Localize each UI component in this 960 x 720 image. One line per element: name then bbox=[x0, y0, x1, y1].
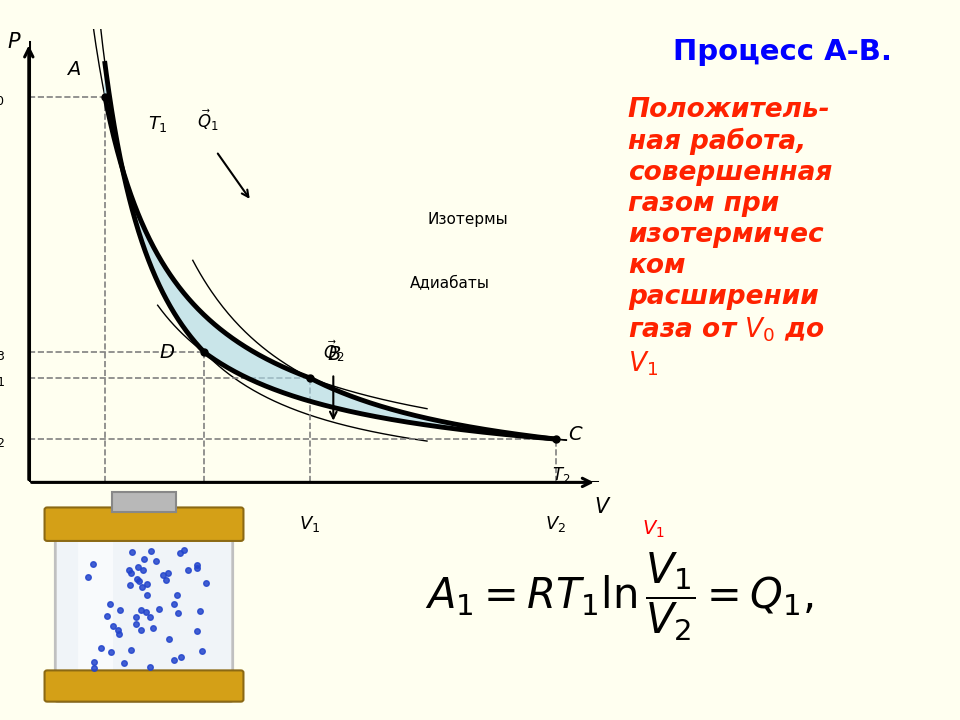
Text: $\vec{Q}_1$: $\vec{Q}_1$ bbox=[197, 107, 218, 133]
Point bbox=[138, 606, 154, 617]
Point bbox=[192, 606, 207, 617]
Point bbox=[121, 564, 136, 576]
Point bbox=[160, 567, 176, 579]
Point bbox=[123, 644, 138, 656]
Point bbox=[133, 624, 149, 636]
Point bbox=[189, 562, 204, 574]
Text: $V_1$: $V_1$ bbox=[300, 514, 321, 534]
Point bbox=[106, 620, 121, 631]
Text: $P_2$: $P_2$ bbox=[0, 429, 6, 449]
Text: Адиабаты: Адиабаты bbox=[410, 275, 490, 290]
Point bbox=[103, 598, 118, 610]
Point bbox=[116, 657, 132, 669]
Point bbox=[195, 646, 210, 657]
Point bbox=[111, 629, 127, 640]
Point bbox=[100, 610, 115, 621]
FancyBboxPatch shape bbox=[44, 670, 244, 701]
Text: $C$: $C$ bbox=[567, 425, 583, 444]
Point bbox=[161, 634, 177, 645]
Text: $V_3$: $V_3$ bbox=[194, 514, 215, 534]
Point bbox=[139, 579, 155, 590]
Text: Процесс А-В.: Процесс А-В. bbox=[673, 38, 892, 66]
Point bbox=[198, 577, 213, 588]
Point bbox=[142, 662, 157, 673]
Text: $V$: $V$ bbox=[594, 498, 612, 518]
FancyBboxPatch shape bbox=[44, 508, 244, 541]
Point bbox=[85, 558, 101, 570]
Point bbox=[135, 564, 151, 576]
Text: $A_1 = RT_1\ln\dfrac{V_1}{V_2} = Q_1,$: $A_1 = RT_1\ln\dfrac{V_1}{V_2} = Q_1,$ bbox=[425, 550, 813, 643]
Point bbox=[142, 611, 157, 623]
Point bbox=[170, 608, 185, 619]
Point bbox=[174, 651, 189, 662]
Text: Положитель-
ная работа,
совершенная
газом при
изотермичес
ком
расширении
газа от: Положитель- ная работа, совершенная газо… bbox=[628, 97, 832, 379]
Bar bbox=[111, 492, 177, 512]
Text: $P_0$: $P_0$ bbox=[0, 87, 6, 107]
Point bbox=[94, 642, 109, 654]
Text: $V_1$: $V_1$ bbox=[642, 519, 665, 541]
Point bbox=[130, 573, 145, 585]
Text: $P_1$: $P_1$ bbox=[0, 368, 6, 388]
Text: $V_2$: $V_2$ bbox=[545, 514, 566, 534]
Point bbox=[110, 624, 126, 636]
Point bbox=[169, 589, 184, 600]
Polygon shape bbox=[105, 63, 556, 439]
Point bbox=[145, 623, 160, 634]
Text: Изотермы: Изотермы bbox=[427, 212, 508, 227]
Text: $D$: $D$ bbox=[159, 343, 175, 362]
Point bbox=[81, 572, 96, 583]
Text: $T_2$: $T_2$ bbox=[553, 465, 571, 485]
Point bbox=[190, 559, 205, 571]
Point bbox=[177, 544, 192, 555]
Point bbox=[148, 555, 163, 567]
Point bbox=[172, 547, 187, 559]
Point bbox=[124, 546, 139, 558]
FancyBboxPatch shape bbox=[56, 514, 232, 701]
Text: $\vec{Q}_2$: $\vec{Q}_2$ bbox=[323, 339, 344, 364]
Point bbox=[129, 618, 144, 630]
Point bbox=[136, 554, 152, 565]
Point bbox=[158, 575, 174, 586]
Point bbox=[180, 564, 196, 576]
Text: $B$: $B$ bbox=[327, 346, 342, 364]
Point bbox=[134, 582, 150, 593]
Point bbox=[86, 656, 102, 667]
Point bbox=[139, 590, 155, 601]
Point bbox=[166, 654, 181, 665]
Point bbox=[104, 647, 119, 658]
Point bbox=[189, 626, 204, 637]
FancyBboxPatch shape bbox=[78, 518, 113, 698]
Point bbox=[129, 611, 144, 622]
Text: $P_3$: $P_3$ bbox=[0, 343, 6, 362]
Point bbox=[86, 662, 102, 674]
Point bbox=[123, 580, 138, 591]
Point bbox=[152, 603, 167, 614]
Point bbox=[130, 562, 145, 573]
Point bbox=[156, 569, 171, 580]
Point bbox=[144, 545, 159, 557]
Point bbox=[167, 598, 182, 610]
Text: $V_0$: $V_0$ bbox=[94, 514, 116, 534]
Text: $P$: $P$ bbox=[7, 32, 21, 53]
Point bbox=[123, 567, 138, 578]
Text: $T_1$: $T_1$ bbox=[148, 114, 168, 134]
Text: $A$: $A$ bbox=[66, 60, 82, 78]
Point bbox=[132, 575, 147, 587]
Point bbox=[113, 604, 129, 616]
Point bbox=[133, 604, 149, 616]
